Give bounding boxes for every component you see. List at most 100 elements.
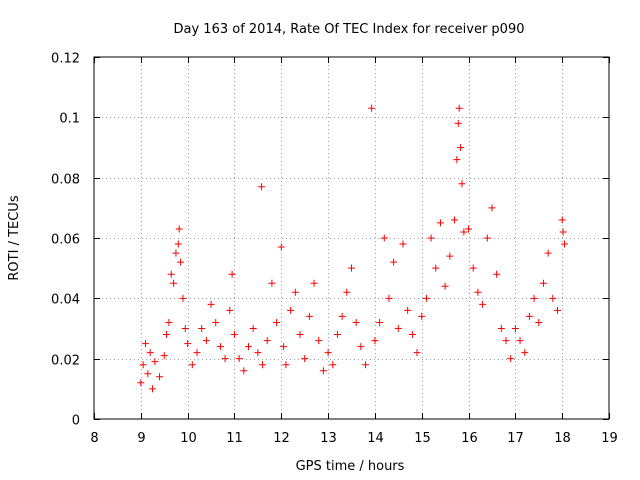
data-point [296, 331, 304, 339]
data-point [305, 312, 313, 320]
data-point [245, 343, 252, 351]
data-point [561, 240, 569, 248]
y-tick-label: 0.06 [51, 233, 80, 248]
data-point [488, 204, 496, 212]
data-point [146, 349, 154, 357]
data-point [301, 355, 309, 363]
data-point [454, 119, 462, 127]
data-point [139, 361, 147, 369]
data-point [240, 367, 248, 375]
data-point [142, 340, 149, 348]
data-point [175, 225, 183, 233]
x-tick-label: 17 [507, 431, 524, 446]
data-point [202, 337, 210, 345]
data-point [287, 306, 295, 314]
data-point [221, 355, 229, 363]
data-point [451, 216, 458, 224]
data-point [216, 343, 224, 351]
data-point [413, 349, 421, 357]
data-point [511, 325, 519, 332]
data-point [376, 318, 384, 326]
data-point [338, 312, 346, 320]
data-point [457, 144, 465, 151]
data-point [497, 325, 505, 332]
x-tick-label: 12 [273, 431, 290, 446]
data-point [474, 288, 482, 296]
data-point [184, 340, 192, 348]
data-point [530, 294, 538, 302]
data-point [348, 264, 355, 272]
data-point [507, 355, 515, 363]
data-point [235, 355, 243, 363]
data-point [177, 258, 185, 266]
data-point [319, 367, 327, 375]
data-point [198, 325, 206, 332]
data-point [226, 306, 234, 314]
data-point [258, 183, 266, 191]
data-point [432, 264, 440, 272]
data-point [263, 337, 271, 345]
data-point [170, 279, 178, 287]
data-point [554, 306, 561, 314]
data-point [436, 219, 444, 227]
data-point [149, 385, 157, 393]
data-point [156, 373, 164, 381]
data-point [357, 343, 365, 351]
data-point [479, 300, 487, 308]
x-tick-label: 11 [226, 431, 243, 446]
data-point [310, 279, 318, 287]
data-point [516, 337, 524, 345]
x-tick-label: 14 [367, 431, 384, 446]
y-tick-label: 0.12 [51, 52, 80, 67]
data-point [333, 331, 341, 339]
data-point [165, 318, 173, 326]
y-tick-label: 0.1 [59, 112, 80, 127]
y-axis-label: ROTI / TECUs [7, 195, 22, 280]
data-point [539, 279, 547, 287]
data-point [460, 228, 468, 236]
data-point [268, 279, 276, 287]
data-point [422, 294, 430, 302]
y-tick-label: 0 [72, 414, 80, 429]
x-tick-label: 8 [90, 431, 98, 446]
data-point [502, 337, 510, 345]
data-point [324, 349, 332, 357]
x-tick-label: 15 [414, 431, 431, 446]
data-point [167, 270, 175, 278]
data-point [160, 352, 168, 360]
x-axis-label: GPS time / hours [296, 459, 405, 474]
data-point [446, 252, 454, 260]
data-point [172, 249, 180, 257]
data-point [259, 361, 267, 369]
data-point [441, 282, 449, 290]
data-point [549, 294, 557, 302]
x-tick-label: 16 [461, 431, 478, 446]
data-point [174, 240, 182, 248]
data-point [453, 156, 461, 164]
data-point [544, 249, 552, 257]
x-tick-label: 19 [601, 431, 618, 446]
data-point [404, 306, 412, 314]
y-tick-label: 0.02 [51, 354, 80, 369]
data-point [469, 264, 477, 272]
data-point [280, 343, 288, 351]
data-point [493, 270, 501, 278]
x-tick-label: 9 [137, 431, 145, 446]
data-point [249, 325, 257, 332]
data-point [455, 104, 463, 112]
data-point [228, 270, 236, 278]
data-point [207, 300, 215, 308]
data-point [273, 318, 281, 326]
data-point [535, 318, 543, 326]
plot-frame [93, 56, 610, 420]
data-point [254, 349, 262, 357]
data-point [380, 234, 388, 242]
data-point [559, 228, 567, 236]
data-point [368, 104, 376, 112]
data-point [362, 361, 370, 369]
data-point [230, 331, 238, 339]
data-point [188, 361, 196, 369]
data-point [163, 331, 171, 339]
data-point [418, 312, 426, 320]
